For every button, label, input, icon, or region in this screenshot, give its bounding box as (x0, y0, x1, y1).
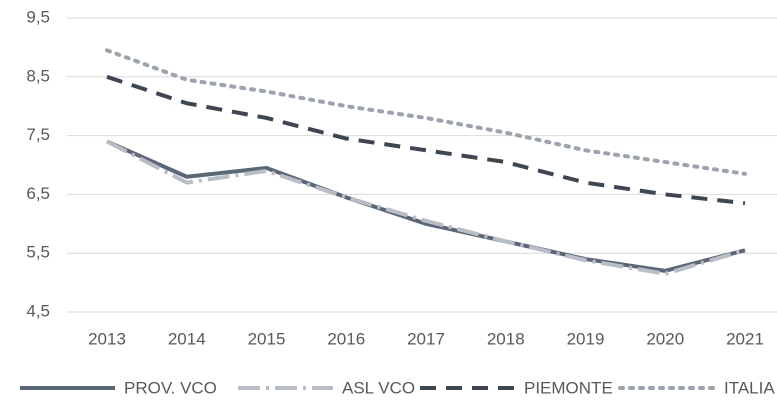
series-line (106, 139, 746, 276)
y-tick-label: 9,5 (26, 7, 50, 26)
x-tick-label: 2017 (407, 329, 445, 348)
legend-label: ITALIA (724, 378, 775, 397)
series-line (105, 48, 747, 176)
x-tick-label: 2020 (646, 329, 684, 348)
legend-label: PIEMONTE (524, 378, 613, 397)
y-tick-label: 6,5 (26, 184, 50, 203)
x-tick-label: 2014 (168, 329, 206, 348)
series-line (106, 139, 746, 273)
x-tick-label: 2016 (327, 329, 365, 348)
x-tick-label: 2018 (487, 329, 525, 348)
legend-label: ASL VCO (342, 378, 415, 397)
y-tick-label: 8,5 (26, 66, 50, 85)
x-tick-label: 2013 (88, 329, 126, 348)
y-tick-label: 4,5 (26, 301, 50, 320)
x-tick-label: 2021 (726, 329, 764, 348)
y-tick-label: 7,5 (26, 125, 50, 144)
y-tick-label: 5,5 (26, 243, 50, 262)
x-tick-label: 2015 (248, 329, 286, 348)
legend-label: PROV. VCO (124, 378, 217, 397)
series-line (106, 74, 746, 206)
x-tick-label: 2019 (567, 329, 605, 348)
